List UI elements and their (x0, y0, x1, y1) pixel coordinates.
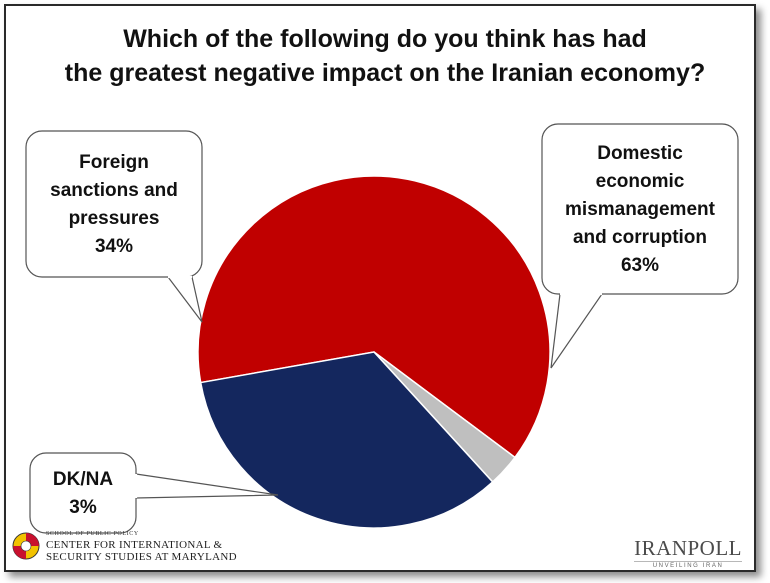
university-seal-icon (12, 532, 40, 560)
chart-title-line-2: the greatest negative impact on the Iran… (64, 59, 706, 87)
pie-slice-0 (197, 175, 551, 459)
slice-label-line: sanctions and (50, 180, 178, 201)
center-name-line-2: SECURITY STUDIES AT MARYLAND (46, 551, 237, 563)
slice-label-line: Domestic (597, 143, 683, 164)
center-name-line-1: CENTER FOR INTERNATIONAL & (46, 539, 223, 551)
slice-value-label: 34% (95, 236, 133, 257)
slice-label-line: economic (596, 171, 685, 192)
callout-1: DK/NA 3% (29, 452, 279, 534)
iranpoll-logo: IRANPOLL UNVEILING IRAN (634, 536, 742, 569)
slice-label-line: mismanagement (565, 199, 716, 220)
slice-label-line: pressures (69, 208, 160, 229)
slice-label-line: DK/NA (53, 469, 113, 490)
callout-box (25, 130, 203, 278)
school-name: SCHOOL OF PUBLIC POLICY (46, 531, 139, 537)
iranpoll-name: IRANPOLL (634, 536, 742, 560)
iranpoll-tagline: UNVEILING IRAN (634, 561, 742, 569)
callout-box (29, 452, 137, 534)
callout-2: Foreign sanctions and pressures 34% (25, 130, 203, 323)
slice-value-label: 63% (621, 255, 659, 276)
chart-title-line-1: Which of the following do you think has … (123, 25, 647, 53)
callout-pointer (550, 293, 604, 369)
cissm-logo: SCHOOL OF PUBLIC POLICY CENTER FOR INTER… (12, 530, 272, 564)
slice-value-label: 3% (69, 497, 97, 518)
chart-title: Which of the following do you think has … (40, 22, 730, 90)
callout-box (541, 123, 739, 295)
pie-slice-2 (199, 351, 494, 529)
callout-0: Domestic economic mismanagement and corrupt… (541, 123, 739, 369)
slice-label-line: Foreign (79, 152, 149, 173)
callout-pointer (166, 276, 203, 323)
slice-label-line: and corruption (573, 227, 707, 248)
